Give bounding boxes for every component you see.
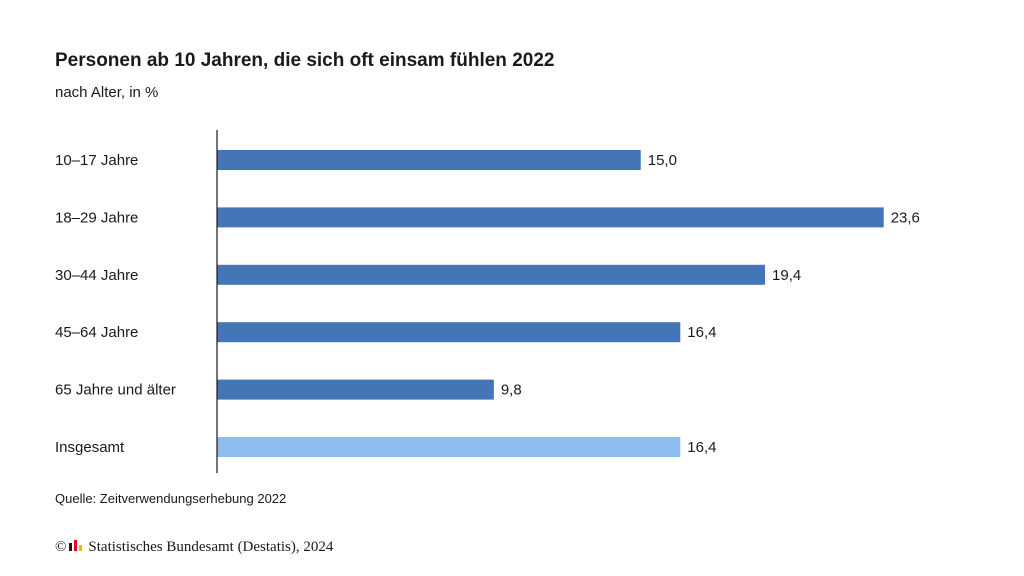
bar bbox=[217, 207, 884, 228]
bar bbox=[217, 322, 681, 343]
copyright-line: © Statistisches Bundesamt (Destatis), 20… bbox=[55, 538, 333, 557]
bar bbox=[217, 150, 641, 170]
value-label: 16,4 bbox=[687, 324, 716, 341]
category-label: 45–64 Jahre bbox=[55, 324, 138, 341]
value-label: 23,6 bbox=[891, 209, 920, 226]
copyright-text: Statistisches Bundesamt (Destatis), 2024 bbox=[88, 539, 334, 555]
copyright-symbol: © bbox=[55, 539, 67, 555]
category-label: 18–29 Jahre bbox=[55, 209, 138, 226]
chart-title: Personen ab 10 Jahren, die sich oft eins… bbox=[55, 50, 555, 71]
category-label: 30–44 Jahre bbox=[55, 267, 138, 284]
source-note: Quelle: Zeitverwendungserhebung 2022 bbox=[55, 491, 287, 506]
bar bbox=[217, 379, 494, 400]
chart-subtitle: nach Alter, in % bbox=[55, 84, 159, 101]
value-label: 19,4 bbox=[772, 267, 801, 284]
category-label: 65 Jahre und älter bbox=[55, 382, 176, 399]
bar bbox=[217, 437, 681, 457]
bar bbox=[217, 264, 766, 285]
category-label: Insgesamt bbox=[55, 439, 125, 456]
category-label: 10–17 Jahre bbox=[55, 152, 138, 169]
value-label: 15,0 bbox=[648, 152, 677, 169]
value-label: 9,8 bbox=[501, 382, 522, 399]
value-label: 16,4 bbox=[687, 439, 716, 456]
destatis-logo-icon bbox=[68, 538, 84, 557]
